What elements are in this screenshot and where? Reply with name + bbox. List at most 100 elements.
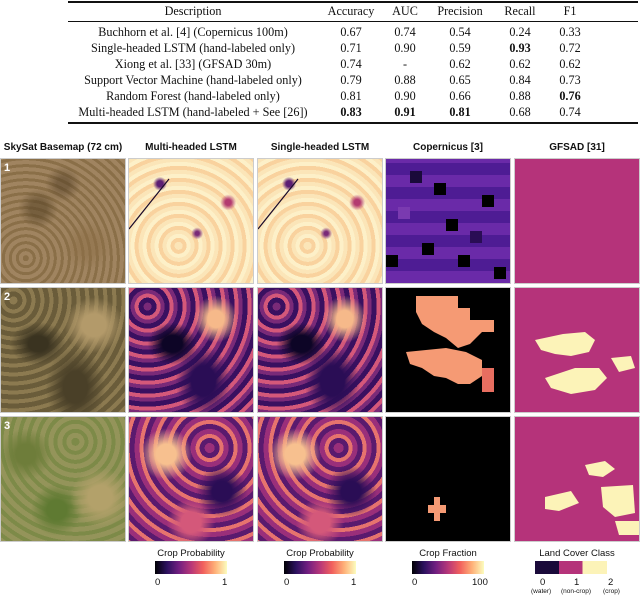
colorbar-min-single: 0	[284, 577, 290, 588]
colorbar-title-multi: Crop Probability	[157, 548, 225, 559]
colorbar-sub-crop: (crop)	[603, 588, 620, 595]
copernicus-map-3	[385, 416, 511, 542]
single-lstm-map-1	[257, 158, 383, 284]
gfsad-map-2	[514, 287, 640, 413]
header-f1: F1	[563, 4, 577, 18]
colorbar-landcover	[535, 561, 607, 574]
skysat-image-1	[0, 158, 126, 284]
cell-precision: 0.59	[449, 41, 471, 55]
multi-lstm-map-3	[128, 416, 254, 542]
colorbar-title-copernicus: Crop Fraction	[419, 548, 477, 559]
colorbar-copernicus	[412, 561, 484, 574]
cell-accuracy: 0.71	[340, 41, 362, 55]
colorbar-min-copernicus: 0	[412, 577, 418, 588]
cell-recall: 0.93	[509, 41, 531, 55]
row-label-3: 3	[4, 420, 11, 432]
cell-f1: 0.62	[559, 57, 581, 71]
table-top-rule	[68, 1, 638, 3]
table-row: Xiong et al. [33] (GFSAD 30m) 0.74 - 0.6…	[68, 56, 638, 73]
header-precision: Precision	[437, 4, 483, 18]
cell-precision: 0.62	[449, 57, 471, 71]
colorbar-multi	[155, 561, 227, 574]
colorbar-tick-1: 1	[574, 577, 580, 588]
cell-precision: 0.54	[449, 25, 471, 39]
cell-auc: 0.74	[394, 25, 416, 39]
table-row: Multi-headed LSTM (hand-labeled + See [2…	[68, 104, 638, 121]
cell-accuracy: 0.83	[340, 105, 362, 119]
table-row: Buchhorn et al. [4] (Copernicus 100m) 0.…	[68, 24, 638, 41]
multi-lstm-map-2	[128, 287, 254, 413]
cell-recall: 0.84	[509, 73, 531, 87]
col-title-multi-lstm: Multi-headed LSTM	[145, 142, 237, 153]
table-header-row: Description Accuracy AUC Precision Recal…	[68, 3, 638, 20]
road-line-overlay	[258, 178, 299, 230]
multi-lstm-map-1	[128, 158, 254, 284]
cell-auc: -	[402, 57, 408, 71]
skysat-image-2	[0, 287, 126, 413]
single-lstm-map-3	[257, 416, 383, 542]
cell-f1: 0.74	[559, 105, 581, 119]
cell-recall: 0.62	[509, 57, 531, 71]
header-recall: Recall	[504, 4, 536, 18]
colorbar-single	[284, 561, 356, 574]
cell-description: Buchhorn et al. [4] (Copernicus 100m)	[98, 25, 288, 39]
cell-description: Support Vector Machine (hand-labeled onl…	[84, 73, 302, 87]
cell-accuracy: 0.67	[340, 25, 362, 39]
cell-precision: 0.81	[449, 105, 471, 119]
cell-auc: 0.91	[394, 105, 416, 119]
colorbar-max-copernicus: 100	[472, 577, 488, 588]
copernicus-crop-region	[428, 497, 446, 521]
colorbar-title-single: Crop Probability	[286, 548, 354, 559]
cell-recall: 0.24	[509, 25, 531, 39]
table-mid-rule	[68, 21, 638, 22]
cell-description: Xiong et al. [33] (GFSAD 30m)	[114, 57, 272, 71]
skysat-image-3	[0, 416, 126, 542]
gfsad-crop-region	[545, 461, 639, 535]
table-row: Single-headed LSTM (hand-labeled only) 0…	[68, 40, 638, 57]
colorbar-tick-2: 2	[608, 577, 614, 588]
gfsad-map-3	[514, 416, 640, 542]
header-auc: AUC	[392, 4, 418, 18]
cell-f1: 0.73	[559, 73, 581, 87]
colorbar-min-multi: 0	[155, 577, 161, 588]
cell-accuracy: 0.81	[340, 89, 362, 103]
table-row: Random Forest (hand-labeled only) 0.81 0…	[68, 88, 638, 105]
single-lstm-map-2	[257, 287, 383, 413]
colorbar-max-single: 1	[351, 577, 357, 588]
gfsad-crop-region	[535, 332, 635, 394]
cell-accuracy: 0.79	[340, 73, 362, 87]
cell-recall: 0.68	[509, 105, 531, 119]
copernicus-map-1	[385, 158, 511, 284]
copernicus-pixel-grid	[386, 171, 506, 279]
cell-auc: 0.88	[394, 73, 416, 87]
table-bottom-rule	[68, 122, 638, 124]
header-description: Description	[164, 4, 222, 18]
col-title-gfsad: GFSAD [31]	[549, 142, 605, 153]
table-row: Support Vector Machine (hand-labeled onl…	[68, 72, 638, 89]
cell-accuracy: 0.74	[340, 57, 362, 71]
colorbar-tick-0: 0	[540, 577, 546, 588]
cell-f1: 0.33	[559, 25, 581, 39]
cell-precision: 0.66	[449, 89, 471, 103]
row-label-2: 2	[4, 291, 11, 303]
cell-description: Multi-headed LSTM (hand-labeled + See [2…	[78, 105, 308, 119]
cell-f1: 0.76	[559, 89, 581, 103]
copernicus-crop-region	[406, 296, 494, 392]
cell-auc: 0.90	[394, 89, 416, 103]
row-label-1: 1	[4, 162, 11, 174]
col-title-copernicus: Copernicus [3]	[412, 142, 483, 153]
cell-precision: 0.65	[449, 73, 471, 87]
cell-recall: 0.88	[509, 89, 531, 103]
cell-description: Single-headed LSTM (hand-labeled only)	[90, 41, 296, 55]
road-line-overlay	[129, 178, 170, 230]
cell-f1: 0.72	[559, 41, 581, 55]
colorbar-sub-water: (water)	[531, 588, 552, 595]
cell-auc: 0.90	[394, 41, 416, 55]
colorbar-title-landcover: Land Cover Class	[539, 548, 615, 559]
col-title-single-lstm: Single-headed LSTM	[270, 142, 370, 153]
cell-description: Random Forest (hand-labeled only)	[106, 89, 280, 103]
gfsad-map-1	[514, 158, 640, 284]
colorbar-max-multi: 1	[222, 577, 228, 588]
colorbar-sub-noncrop: (non-crop)	[561, 588, 591, 595]
col-title-skysat: SkySat Basemap (72 cm)	[3, 142, 123, 153]
